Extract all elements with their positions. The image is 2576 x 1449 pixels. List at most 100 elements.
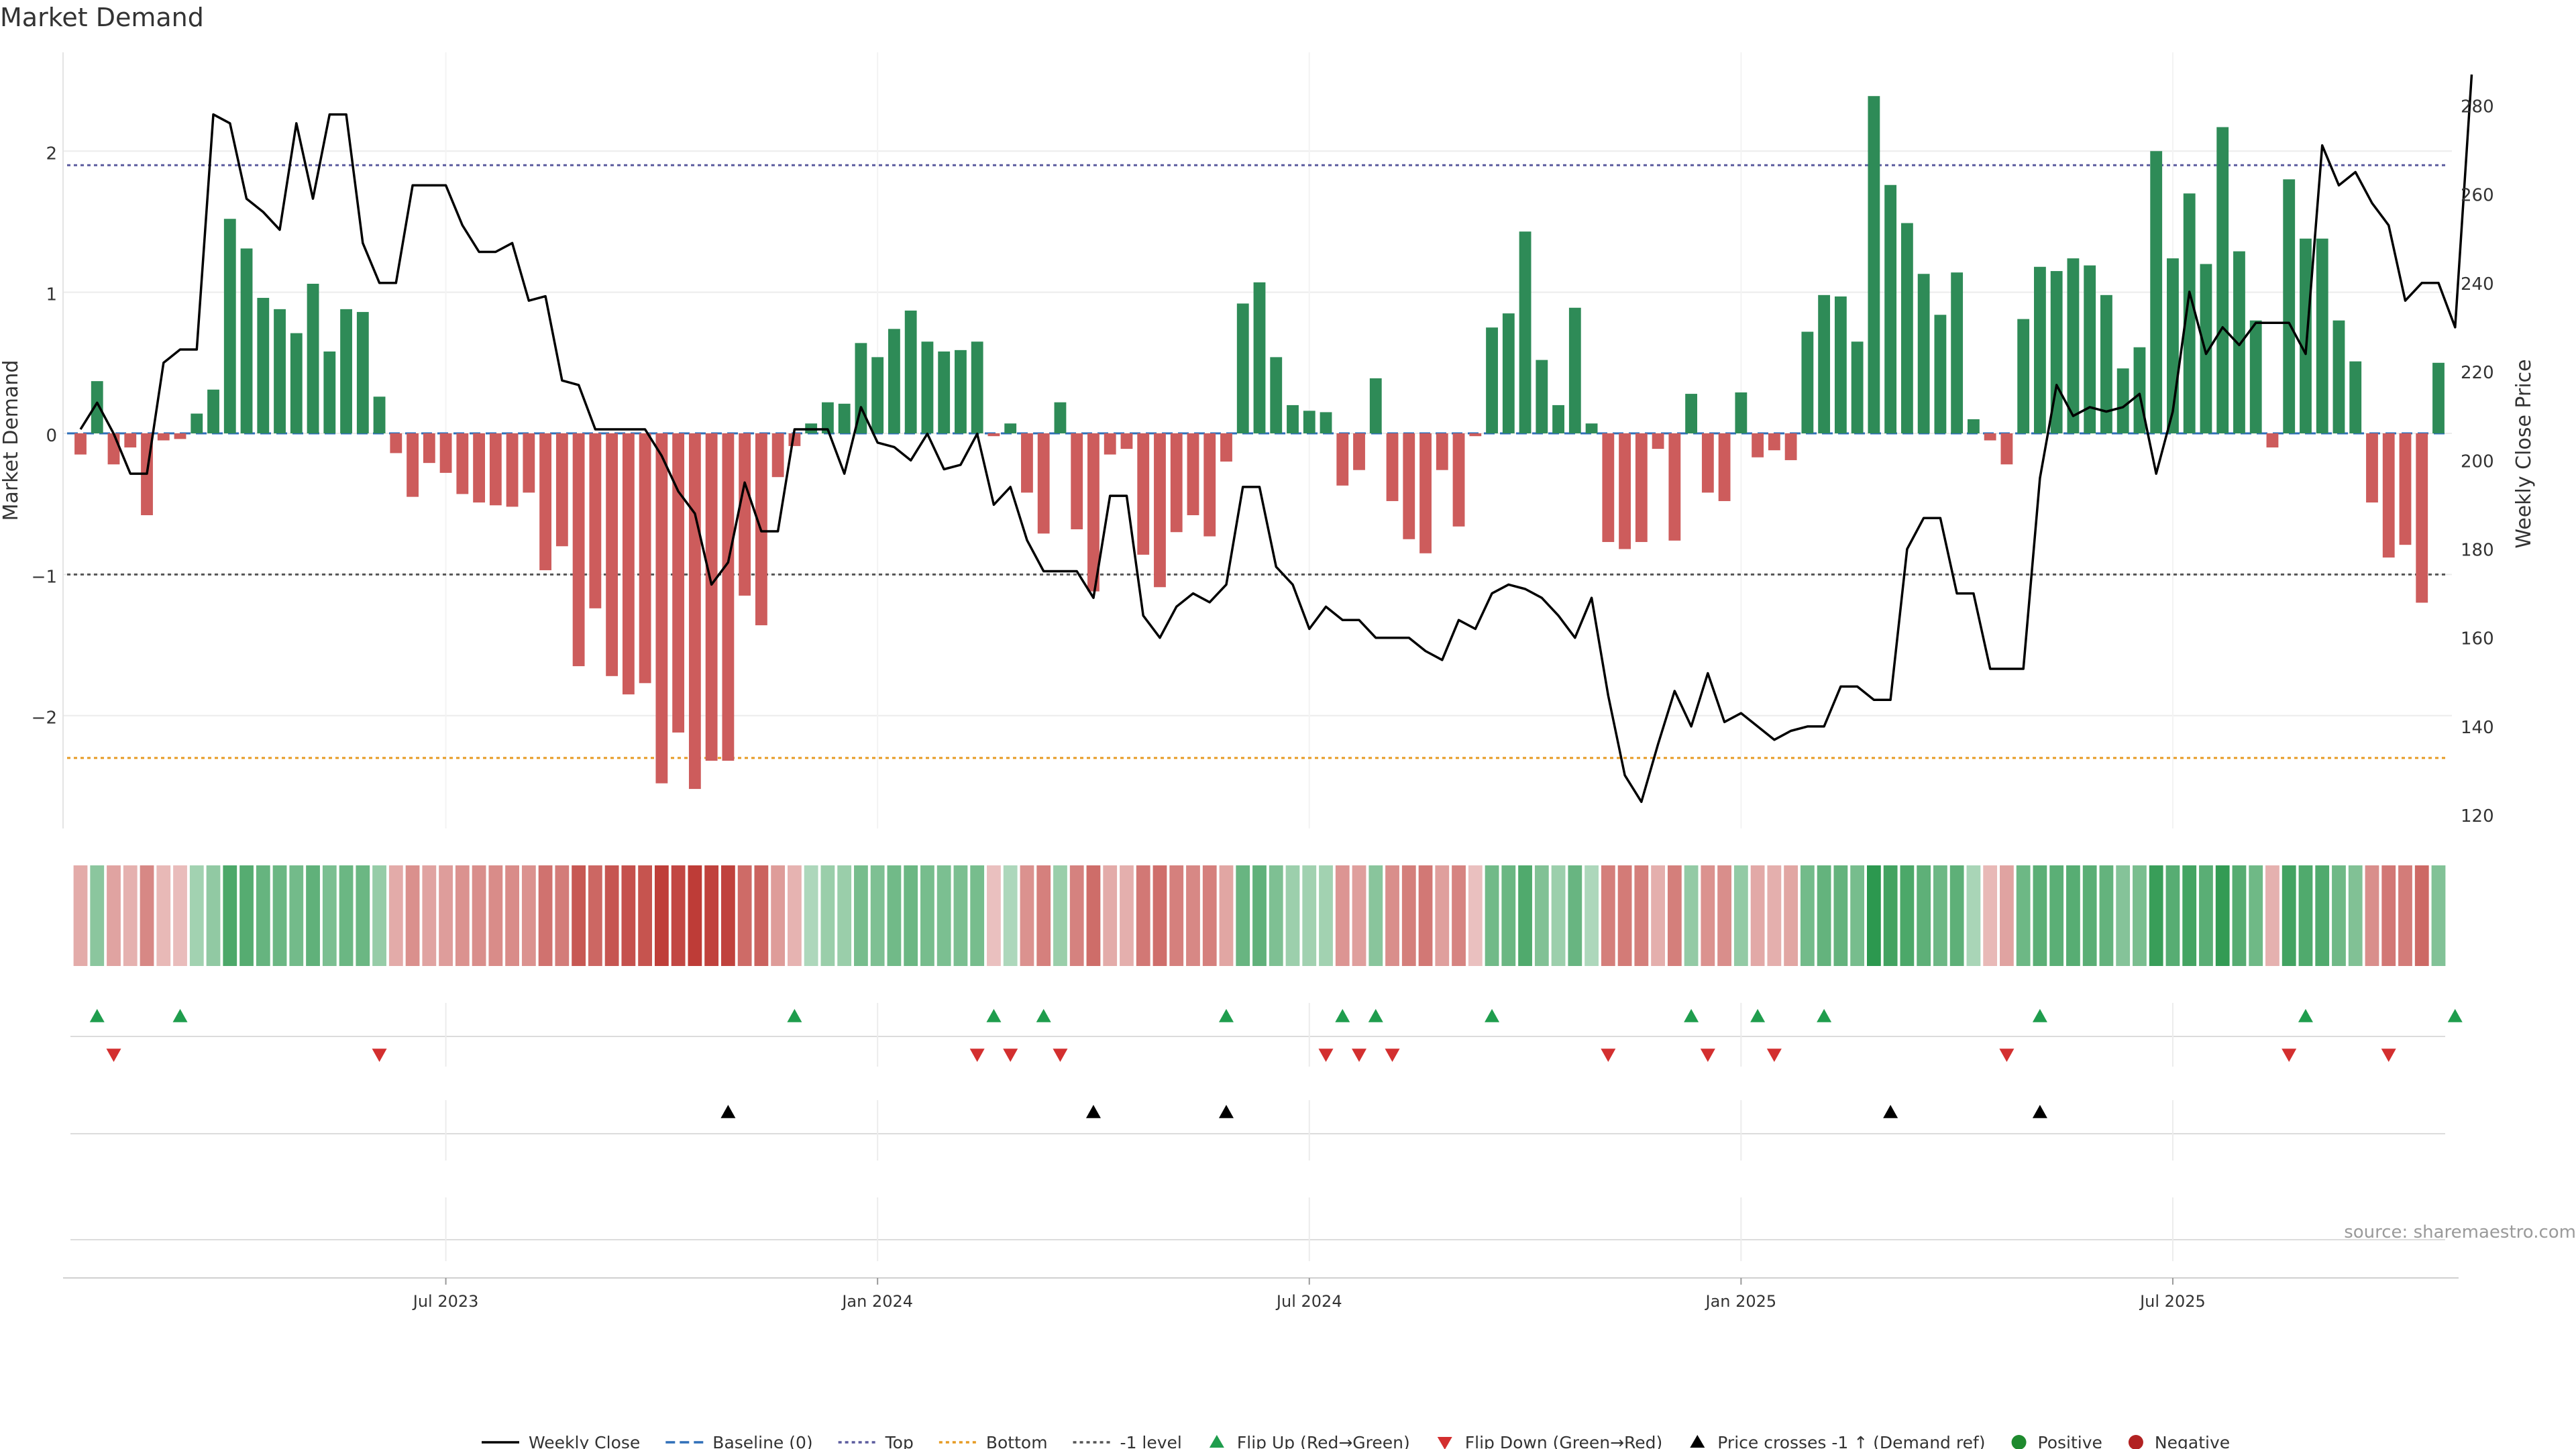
demand-bar [1104,433,1116,455]
heat-cell [339,865,354,966]
flip-down-marker [1999,1049,2015,1062]
y-right-tick-label: 280 [2461,97,2494,117]
legend-layer: Weekly Close Baseline (0) Top Bottom -1 leve… [482,1433,2230,1449]
legend-item: Baseline (0) [665,1433,813,1449]
y-left-tick-label: 1 [46,285,57,305]
flip-down-marker [1766,1049,1782,1062]
legend-item: Weekly Close [482,1433,640,1449]
heat-cell [1917,865,1931,966]
demand-bar [1900,223,1913,433]
demand-bar [1668,433,1681,541]
demand-bar [340,309,352,433]
demand-bar [1187,433,1199,515]
heat-cell [1767,865,1782,966]
y-right-axis-label: Weekly Close Price [2512,359,2536,548]
demand-bar [191,413,203,433]
demand-bar [672,433,685,733]
heat-cell [2033,865,2047,966]
heat-cell [239,865,254,966]
heat-cell [837,865,852,966]
heat-cell [704,865,719,966]
legend-swatch [1437,1437,1452,1449]
heat-cell [1352,865,1366,966]
heat-cell [1866,865,1881,966]
heat-cell [2332,865,2346,966]
heat-cell [1202,865,1217,966]
flip-up-marker [1335,1009,1350,1022]
heat-cell [289,865,304,966]
heat-cell [788,865,802,966]
legend-label: Flip Up (Red→Green) [1237,1433,1410,1449]
price-cross-marker [2032,1105,2047,1118]
demand-bar [1619,433,1631,549]
heat-cell [2249,865,2263,966]
demand-bar [1004,423,1017,433]
price-cross-marker [1218,1105,1234,1118]
y-right-tick-label: 220 [2461,363,2494,383]
demand-bar [523,433,535,493]
price-cross-marker [1883,1105,1898,1118]
heat-cell [1385,865,1399,966]
demand-bar [1801,331,1814,433]
price-cross-marker [720,1105,736,1118]
heat-cell [1684,865,1699,966]
demand-bar [2399,433,2412,545]
demand-bar [589,433,602,608]
heat-cell [1468,865,1483,966]
heat-cell [754,865,769,966]
demand-bar [1436,433,1448,470]
legend-item: Flip Down (Green→Red) [1437,1433,1662,1449]
heat-cell [1120,865,1134,966]
demand-bar [1403,433,1415,539]
weekly-close-line [79,74,2473,804]
legend-label: Weekly Close [529,1433,640,1449]
legend-swatch [1690,1435,1705,1448]
heat-cell [521,865,536,966]
y-right-tick-label: 140 [2461,718,2494,738]
demand-bar [157,433,170,441]
heat-cell [140,865,154,966]
flip-down-marker [1385,1049,1400,1062]
heat-cell [1750,865,1765,966]
demand-bar [1486,327,1498,433]
heat-cell [1733,865,1748,966]
demand-bar [1369,378,1382,433]
flip-up-marker [2447,1009,2463,1022]
heat-cell [306,865,320,966]
demand-bar [124,433,137,448]
heat-cell [2165,865,2180,966]
heat-cell [2049,865,2064,966]
heat-cell [1534,865,1549,966]
demand-bar [2133,347,2146,433]
demand-bar [1270,357,1283,433]
flip-up-marker [1684,1009,1699,1022]
demand-bar [1951,272,1964,433]
heat-cell [2182,865,2197,966]
heat-cell [2431,865,2446,966]
heat-cell [1651,865,1665,966]
heat-strip-layer [73,865,2446,966]
heat-cell [737,865,752,966]
demand-bar [1635,433,1648,542]
demand-bar [938,351,951,433]
demand-bar [207,389,219,433]
demand-bar [1917,274,1930,433]
y-left-tick-label: −1 [32,567,57,587]
heat-cell [2265,865,2279,966]
heat-cell [2215,865,2230,966]
heat-cell [1020,865,1034,966]
heat-cell [654,865,669,966]
heat-cell [206,865,221,966]
demand-bar [473,433,485,503]
y-left-tick-label: −2 [32,708,57,729]
demand-bar [1287,405,1299,433]
demand-bar [1303,411,1316,433]
heat-cell [1800,865,1815,966]
heat-cell [2232,865,2247,966]
y-right-tick-label: 180 [2461,540,2494,560]
demand-bar [1469,433,1482,437]
heat-cell [970,865,985,966]
flip-up-marker [1036,1009,1051,1022]
heat-cell [1103,865,1118,966]
